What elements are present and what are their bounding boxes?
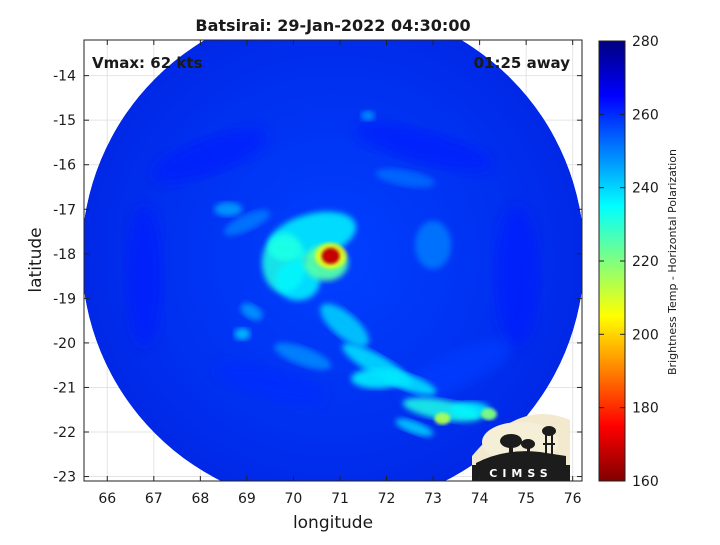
cimss-logo: CIMSS — [472, 413, 570, 481]
rain-bands — [126, 110, 539, 437]
band-cell-b — [480, 408, 497, 421]
rain-band — [450, 401, 491, 418]
x-tick-label: 75 — [517, 491, 535, 507]
light-band — [234, 328, 251, 340]
band-cell-a — [434, 412, 451, 425]
chart-title: Batsirai: 29-Jan-2022 04:30:00 — [195, 16, 470, 35]
rain-band — [395, 418, 434, 437]
vmax-annotation: Vmax: 62 kts — [92, 54, 202, 72]
y-tick-label: -21 — [53, 380, 76, 396]
colorbar-tick-label: 220 — [632, 254, 659, 270]
y-tick-label: -18 — [53, 247, 76, 263]
light-band — [240, 303, 263, 321]
colorbar-tick-label: 160 — [632, 474, 659, 490]
y-tick-label: -14 — [53, 69, 76, 85]
time-offset-annotation: 01:25 away — [474, 54, 571, 72]
colorbar-ticks: 280 260 240 220 200 180 160 — [599, 34, 659, 490]
light-band — [223, 209, 270, 236]
swath-layer — [84, 40, 582, 481]
colorbar-tick-label: 200 — [632, 327, 659, 343]
spiral-band — [152, 129, 267, 183]
spiral-band — [126, 206, 163, 347]
x-tick-label: 73 — [424, 491, 442, 507]
light-band — [214, 202, 243, 217]
light-band — [415, 220, 452, 269]
colorbar-tick-label: 180 — [632, 401, 659, 417]
plot-frame — [83, 39, 583, 482]
y-tick-label: -17 — [53, 202, 76, 218]
x-tick-label: 66 — [98, 491, 116, 507]
outer-band — [351, 368, 404, 389]
eye-center — [321, 248, 340, 265]
x-tick-label: 76 — [564, 491, 582, 507]
colorbar-label: Brightness Temp - Horizontal Polarizatio… — [666, 149, 679, 375]
x-tick-label: 67 — [145, 491, 163, 507]
y-tick-label: -15 — [53, 113, 76, 129]
light-band — [375, 168, 435, 188]
colorbar-tick-label: 280 — [632, 34, 659, 50]
spiral-band — [494, 206, 539, 347]
light-band — [360, 110, 375, 121]
y-axis-label: latitude — [26, 227, 46, 292]
y-tick-label: -23 — [53, 470, 76, 486]
y-axis: -14 -15 -16 -17 -18 -19 -20 -21 -22 -23 — [53, 69, 582, 486]
y-tick-label: -22 — [53, 425, 76, 441]
spiral-band — [216, 362, 324, 404]
light-band — [274, 342, 332, 370]
rain-band — [320, 303, 369, 347]
colorbar-tick-label: 260 — [632, 107, 659, 123]
x-tick-label: 69 — [238, 491, 256, 507]
y-tick-label: -16 — [53, 158, 76, 174]
colorbar-tick-label: 240 — [632, 181, 659, 197]
x-tick-label: 74 — [471, 491, 489, 507]
x-tick-label: 71 — [331, 491, 349, 507]
spiral-band — [356, 123, 492, 171]
x-axis-label: longitude — [293, 513, 373, 533]
x-tick-label: 68 — [191, 491, 209, 507]
x-axis: 66 67 68 69 70 71 72 73 74 75 76 — [98, 40, 582, 507]
x-tick-label: 70 — [285, 491, 303, 507]
x-tick-label: 72 — [378, 491, 396, 507]
logo-wordmark: CIMSS — [489, 467, 552, 480]
y-tick-label: -19 — [53, 291, 76, 307]
y-tick-label: -20 — [53, 336, 76, 352]
inner-band — [270, 238, 299, 261]
